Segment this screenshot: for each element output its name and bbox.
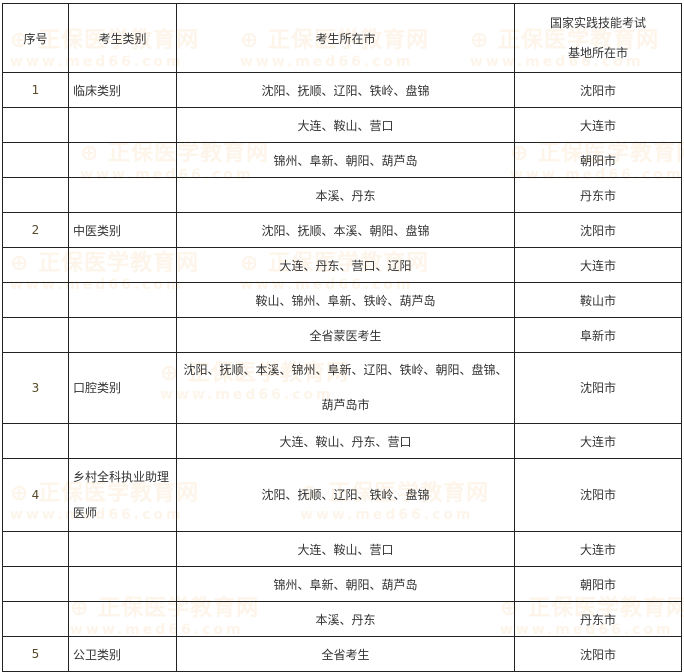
- row-number: [2, 282, 69, 318]
- row-number: 4: [2, 458, 69, 532]
- row-category: [68, 142, 177, 178]
- row-category: [68, 177, 177, 213]
- row-cities: 鞍山、锦州、阜新、铁岭、葫芦岛: [176, 282, 515, 318]
- row-category: 乡村全科执业助理医师: [68, 458, 177, 532]
- row-category: 口腔类别: [68, 352, 177, 424]
- row-base-city: 沈阳市: [514, 458, 682, 532]
- row-category: [68, 247, 177, 283]
- table-row: 鞍山、锦州、阜新、铁岭、葫芦岛 鞍山市: [2, 282, 682, 318]
- row-number: [2, 142, 69, 178]
- header-no: 序号: [2, 3, 69, 73]
- row-category: [68, 531, 177, 567]
- row-category: 中医类别: [68, 212, 177, 248]
- row-number: [2, 317, 69, 353]
- row-number: [2, 566, 69, 602]
- row-number: 1: [2, 72, 69, 108]
- exam-base-table: 序号 考生类别 考生所在市 国家实践技能考试 基地所在市 1 临床类别 沈阳、抚顺、…: [2, 3, 682, 672]
- row-number: 2: [2, 212, 69, 248]
- row-cities: 大连、丹东、营口、辽阳: [176, 247, 515, 283]
- table-row: 锦州、阜新、朝阳、葫芦岛 朝阳市: [2, 566, 682, 602]
- row-category: 临床类别: [68, 72, 177, 108]
- row-base-city: 沈阳市: [514, 212, 682, 248]
- row-base-city: 朝阳市: [514, 566, 682, 602]
- row-number: [2, 601, 69, 637]
- row-base-city: 大连市: [514, 107, 682, 143]
- row-cities: 沈阳、抚顺、辽阳、铁岭、盘锦: [176, 458, 515, 532]
- table-row: 本溪、丹东 丹东市: [2, 177, 682, 213]
- row-category: [68, 107, 177, 143]
- header-base-line2: 基地所在市: [567, 46, 628, 60]
- row-category: [68, 282, 177, 318]
- row-cities: 本溪、丹东: [176, 177, 515, 213]
- row-number: 3: [2, 352, 69, 424]
- table-row: 大连、鞍山、丹东、营口 大连市: [2, 423, 682, 459]
- row-number: [2, 531, 69, 567]
- row-number: [2, 423, 69, 459]
- table-header-row: 序号 考生类别 考生所在市 国家实践技能考试 基地所在市: [2, 3, 682, 73]
- row-base-city: 鞍山市: [514, 282, 682, 318]
- row-base-city: 大连市: [514, 531, 682, 567]
- table-row: 4 乡村全科执业助理医师 沈阳、抚顺、辽阳、铁岭、盘锦 沈阳市: [2, 458, 682, 532]
- table-row: 大连、丹东、营口、辽阳 大连市: [2, 247, 682, 283]
- row-base-city: 丹东市: [514, 177, 682, 213]
- header-category: 考生类别: [68, 3, 177, 73]
- row-base-city: 大连市: [514, 423, 682, 459]
- header-base-line1: 国家实践技能考试: [549, 16, 646, 30]
- row-base-city: 沈阳市: [514, 352, 682, 424]
- table-row: 本溪、丹东 丹东市: [2, 601, 682, 637]
- table-row: 3 口腔类别 沈阳、抚顺、本溪、锦州、阜新、辽阳、铁岭、朝阳、盘锦、葫芦岛市 沈阳市: [2, 352, 682, 424]
- row-cities: 全省蒙医考生: [176, 317, 515, 353]
- table-row: 大连、鞍山、营口 大连市: [2, 107, 682, 143]
- row-category: [68, 423, 177, 459]
- row-cities: 锦州、阜新、朝阳、葫芦岛: [176, 566, 515, 602]
- row-base-city: 阜新市: [514, 317, 682, 353]
- row-cities: 沈阳、抚顺、本溪、锦州、阜新、辽阳、铁岭、朝阳、盘锦、葫芦岛市: [176, 352, 515, 424]
- row-number: [2, 107, 69, 143]
- row-cities: 锦州、阜新、朝阳、葫芦岛: [176, 142, 515, 178]
- row-cities: 沈阳、抚顺、本溪、朝阳、盘锦: [176, 212, 515, 248]
- table-row: 锦州、阜新、朝阳、葫芦岛 朝阳市: [2, 142, 682, 178]
- table-row: 2 中医类别 沈阳、抚顺、本溪、朝阳、盘锦 沈阳市: [2, 212, 682, 248]
- row-base-city: 朝阳市: [514, 142, 682, 178]
- table-row: 1 临床类别 沈阳、抚顺、辽阳、铁岭、盘锦 沈阳市: [2, 72, 682, 108]
- row-base-city: 沈阳市: [514, 72, 682, 108]
- row-cities: 本溪、丹东: [176, 601, 515, 637]
- row-category: [68, 317, 177, 353]
- row-cities: 沈阳、抚顺、辽阳、铁岭、盘锦: [176, 72, 515, 108]
- row-base-city: 大连市: [514, 247, 682, 283]
- header-base: 国家实践技能考试 基地所在市: [514, 3, 682, 73]
- header-cities: 考生所在市: [176, 3, 515, 73]
- table-row: 全省蒙医考生 阜新市: [2, 317, 682, 353]
- row-category: 公卫类别: [68, 636, 177, 672]
- row-cities: 大连、鞍山、营口: [176, 107, 515, 143]
- row-cities: 大连、鞍山、营口: [176, 531, 515, 567]
- row-number: 5: [2, 636, 69, 672]
- row-category: [68, 601, 177, 637]
- table-row: 大连、鞍山、营口 大连市: [2, 531, 682, 567]
- row-category: [68, 566, 177, 602]
- table-row: 5 公卫类别 全省考生 沈阳市: [2, 636, 682, 672]
- row-base-city: 沈阳市: [514, 636, 682, 672]
- row-cities: 大连、鞍山、丹东、营口: [176, 423, 515, 459]
- row-base-city: 丹东市: [514, 601, 682, 637]
- row-cities: 全省考生: [176, 636, 515, 672]
- row-number: [2, 247, 69, 283]
- row-number: [2, 177, 69, 213]
